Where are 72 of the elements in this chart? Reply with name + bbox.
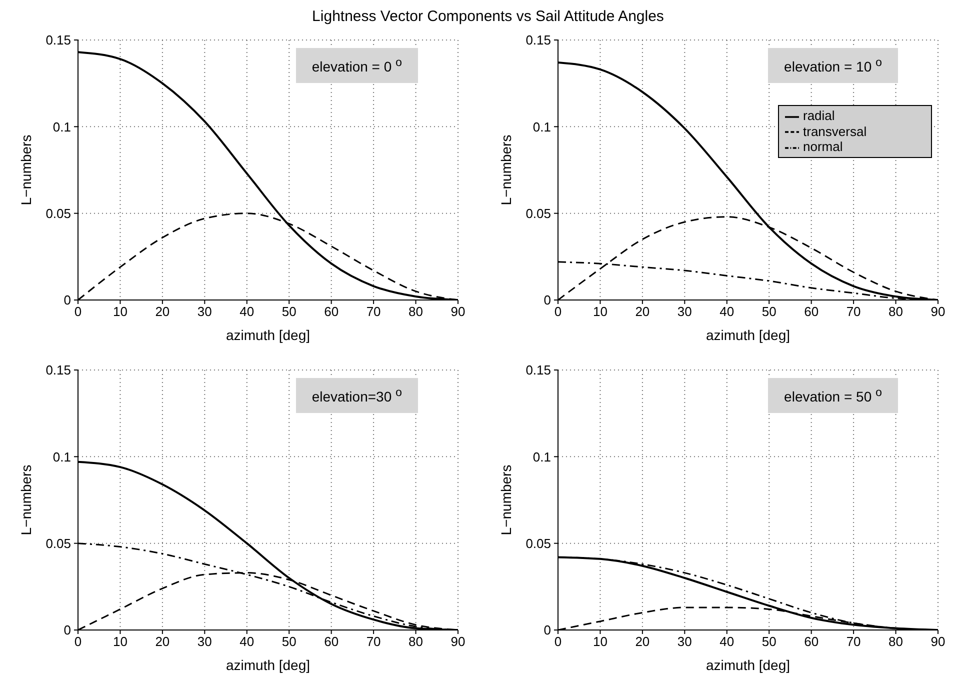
x-tick-label: 10 <box>112 304 128 320</box>
y-tick-label: 0.1 <box>532 119 551 134</box>
x-tick-label: 50 <box>282 304 296 320</box>
y-tick-label: 0.05 <box>526 206 551 221</box>
x-tick-label: 60 <box>804 634 819 650</box>
x-tick-label: 80 <box>408 304 424 320</box>
y-tick-label: 0.05 <box>46 536 71 551</box>
y-tick-label: 0 <box>544 622 551 638</box>
y-tick-label: 0 <box>544 292 551 308</box>
y-axis-title: L−numbers <box>498 134 514 206</box>
y-tick-label: 0.15 <box>46 362 71 378</box>
y-tick-label: 0.15 <box>526 362 551 378</box>
x-axis-title: azimuth [deg] <box>706 327 790 343</box>
x-axis-title: azimuth [deg] <box>706 657 790 673</box>
y-tick-label: 0.1 <box>52 449 71 464</box>
y-axis-title: L−numbers <box>18 464 34 536</box>
annotation: elevation = 10 $^{o}$ <box>768 48 898 83</box>
y-tick-label: 0.1 <box>52 119 71 134</box>
y-tick-label: 0.15 <box>46 32 71 48</box>
annotation: elevation = 0 $^{o}$ <box>296 48 418 83</box>
x-axis-title: azimuth [deg] <box>226 327 310 343</box>
x-tick-label: 40 <box>720 304 734 320</box>
legend-label: transversal <box>803 124 867 139</box>
y-tick-label: 0.05 <box>526 536 551 551</box>
x-tick-label: 90 <box>450 304 466 320</box>
x-tick-label: 70 <box>366 634 381 650</box>
x-tick-label: 20 <box>155 634 170 650</box>
x-axis-title: azimuth [deg] <box>226 657 310 673</box>
x-tick-label: 20 <box>155 304 170 320</box>
annotation: elevation=30 $^{o}$ <box>296 378 418 413</box>
x-tick-label: 40 <box>240 304 254 320</box>
annotation: elevation = 50 $^{o}$ <box>768 378 898 413</box>
x-tick-label: 60 <box>324 634 339 650</box>
x-tick-label: 30 <box>197 304 212 320</box>
x-tick-label: 0 <box>554 634 562 650</box>
x-tick-label: 70 <box>846 634 861 650</box>
x-tick-label: 30 <box>677 304 692 320</box>
y-tick-label: 0.1 <box>532 449 551 464</box>
x-tick-label: 0 <box>554 304 562 320</box>
x-tick-label: 50 <box>762 634 776 650</box>
x-tick-label: 80 <box>888 304 904 320</box>
y-tick-label: 0 <box>64 292 71 308</box>
x-tick-label: 90 <box>930 634 946 650</box>
y-axis-title: L−numbers <box>18 134 34 206</box>
x-tick-label: 80 <box>888 634 904 650</box>
x-tick-label: 50 <box>762 304 776 320</box>
x-tick-label: 0 <box>74 634 82 650</box>
x-tick-label: 0 <box>74 304 82 320</box>
legend-label: normal <box>803 139 843 154</box>
x-tick-label: 70 <box>366 304 381 320</box>
x-tick-label: 60 <box>804 304 819 320</box>
y-tick-label: 0 <box>64 622 71 638</box>
x-tick-label: 10 <box>112 634 128 650</box>
x-tick-label: 10 <box>592 304 608 320</box>
x-tick-label: 10 <box>592 634 608 650</box>
legend-label: radial <box>803 108 835 123</box>
y-tick-label: 0.15 <box>526 32 551 48</box>
x-tick-label: 90 <box>450 634 466 650</box>
x-tick-label: 80 <box>408 634 424 650</box>
x-tick-label: 20 <box>635 304 650 320</box>
x-tick-label: 30 <box>677 634 692 650</box>
x-tick-label: 90 <box>930 304 946 320</box>
x-tick-label: 40 <box>240 634 254 650</box>
y-tick-label: 0.05 <box>46 206 71 221</box>
x-tick-label: 30 <box>197 634 212 650</box>
x-tick-label: 60 <box>324 304 339 320</box>
x-tick-label: 50 <box>282 634 296 650</box>
x-tick-label: 20 <box>635 634 650 650</box>
x-tick-label: 70 <box>846 304 861 320</box>
y-axis-title: L−numbers <box>498 464 514 536</box>
x-tick-label: 40 <box>720 634 734 650</box>
chart-title: Lightness Vector Components vs Sail Attitude Angles <box>311 8 665 27</box>
